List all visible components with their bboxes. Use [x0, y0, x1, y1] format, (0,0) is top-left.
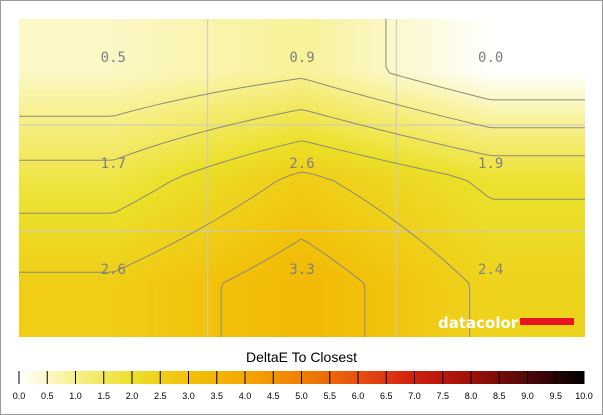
colorbar-tick-label: 4.5	[267, 391, 280, 401]
contour-line	[19, 109, 585, 161]
colorbar-tick-label: 3.5	[210, 391, 223, 401]
colorbar: 0.0 0.5 1.0 1.5 2.0 2.5 3.0 3.5 4.0 4.5 5.0 5.5 6.0 6…	[13, 371, 593, 401]
colorbar-tick-label: 0.0	[13, 391, 26, 401]
logo-bar	[520, 318, 574, 325]
colorbar-tick-label: 6.0	[352, 391, 365, 401]
colorbar-tick-label: 7.0	[408, 391, 421, 401]
colorbar-tick-label: 4.0	[239, 391, 252, 401]
cell-value-label: 0.5	[101, 50, 126, 66]
colorbar-tick-label: 1.5	[97, 391, 110, 401]
colorbar-tick-label: 8.0	[465, 391, 478, 401]
colorbar-title: DeltaE To Closest	[245, 349, 357, 365]
heat-surface	[19, 19, 585, 337]
colorbar-tick-label: 2.0	[126, 391, 139, 401]
cell-value-label: 0.9	[289, 50, 314, 66]
colorbar-tick-label: 0.5	[41, 391, 54, 401]
cell-value-label: 1.9	[478, 156, 503, 172]
colorbar-tick-label: 8.5	[493, 391, 506, 401]
cell-value-label: 2.6	[289, 156, 314, 172]
colorbar-tick-label: 10.0	[575, 391, 593, 401]
colorbar-tick-label: 5.5	[323, 391, 336, 401]
colorbar-tick-label: 9.0	[521, 391, 534, 401]
plot-area: 0.5 0.9 0.0 1.7 2.6 1.9 2.6 3.3 2.4 datacolor	[19, 19, 585, 337]
contour-line	[220, 238, 366, 337]
grid-lines	[19, 19, 585, 337]
colorbar-tick-label: 1.0	[69, 391, 82, 401]
cell-value-label: 2.4	[478, 262, 503, 278]
colorbar-tick-label: 2.5	[154, 391, 167, 401]
cell-value-label: 0.0	[478, 50, 503, 66]
cell-labels: 0.5 0.9 0.0 1.7 2.6 1.9 2.6 3.3 2.4	[101, 50, 504, 278]
colorbar-tick-label: 7.5	[436, 391, 449, 401]
logo-text: datacolor	[438, 314, 519, 332]
cell-value-label: 3.3	[289, 262, 314, 278]
contour-line	[19, 77, 585, 129]
datacolor-logo: datacolor	[438, 314, 574, 332]
cell-value-label: 2.6	[101, 262, 126, 278]
colorbar-tick-label: 9.5	[549, 391, 562, 401]
cell-value-label: 1.7	[101, 156, 126, 172]
contour-lines	[19, 19, 585, 337]
contour-line	[19, 140, 585, 214]
colorbar-tick-label: 6.5	[380, 391, 393, 401]
colorbar-tick-label: 5.0	[295, 391, 308, 401]
colorbar-tick-label: 3.0	[182, 391, 195, 401]
contour-line	[19, 171, 471, 337]
contour-line	[385, 19, 585, 101]
